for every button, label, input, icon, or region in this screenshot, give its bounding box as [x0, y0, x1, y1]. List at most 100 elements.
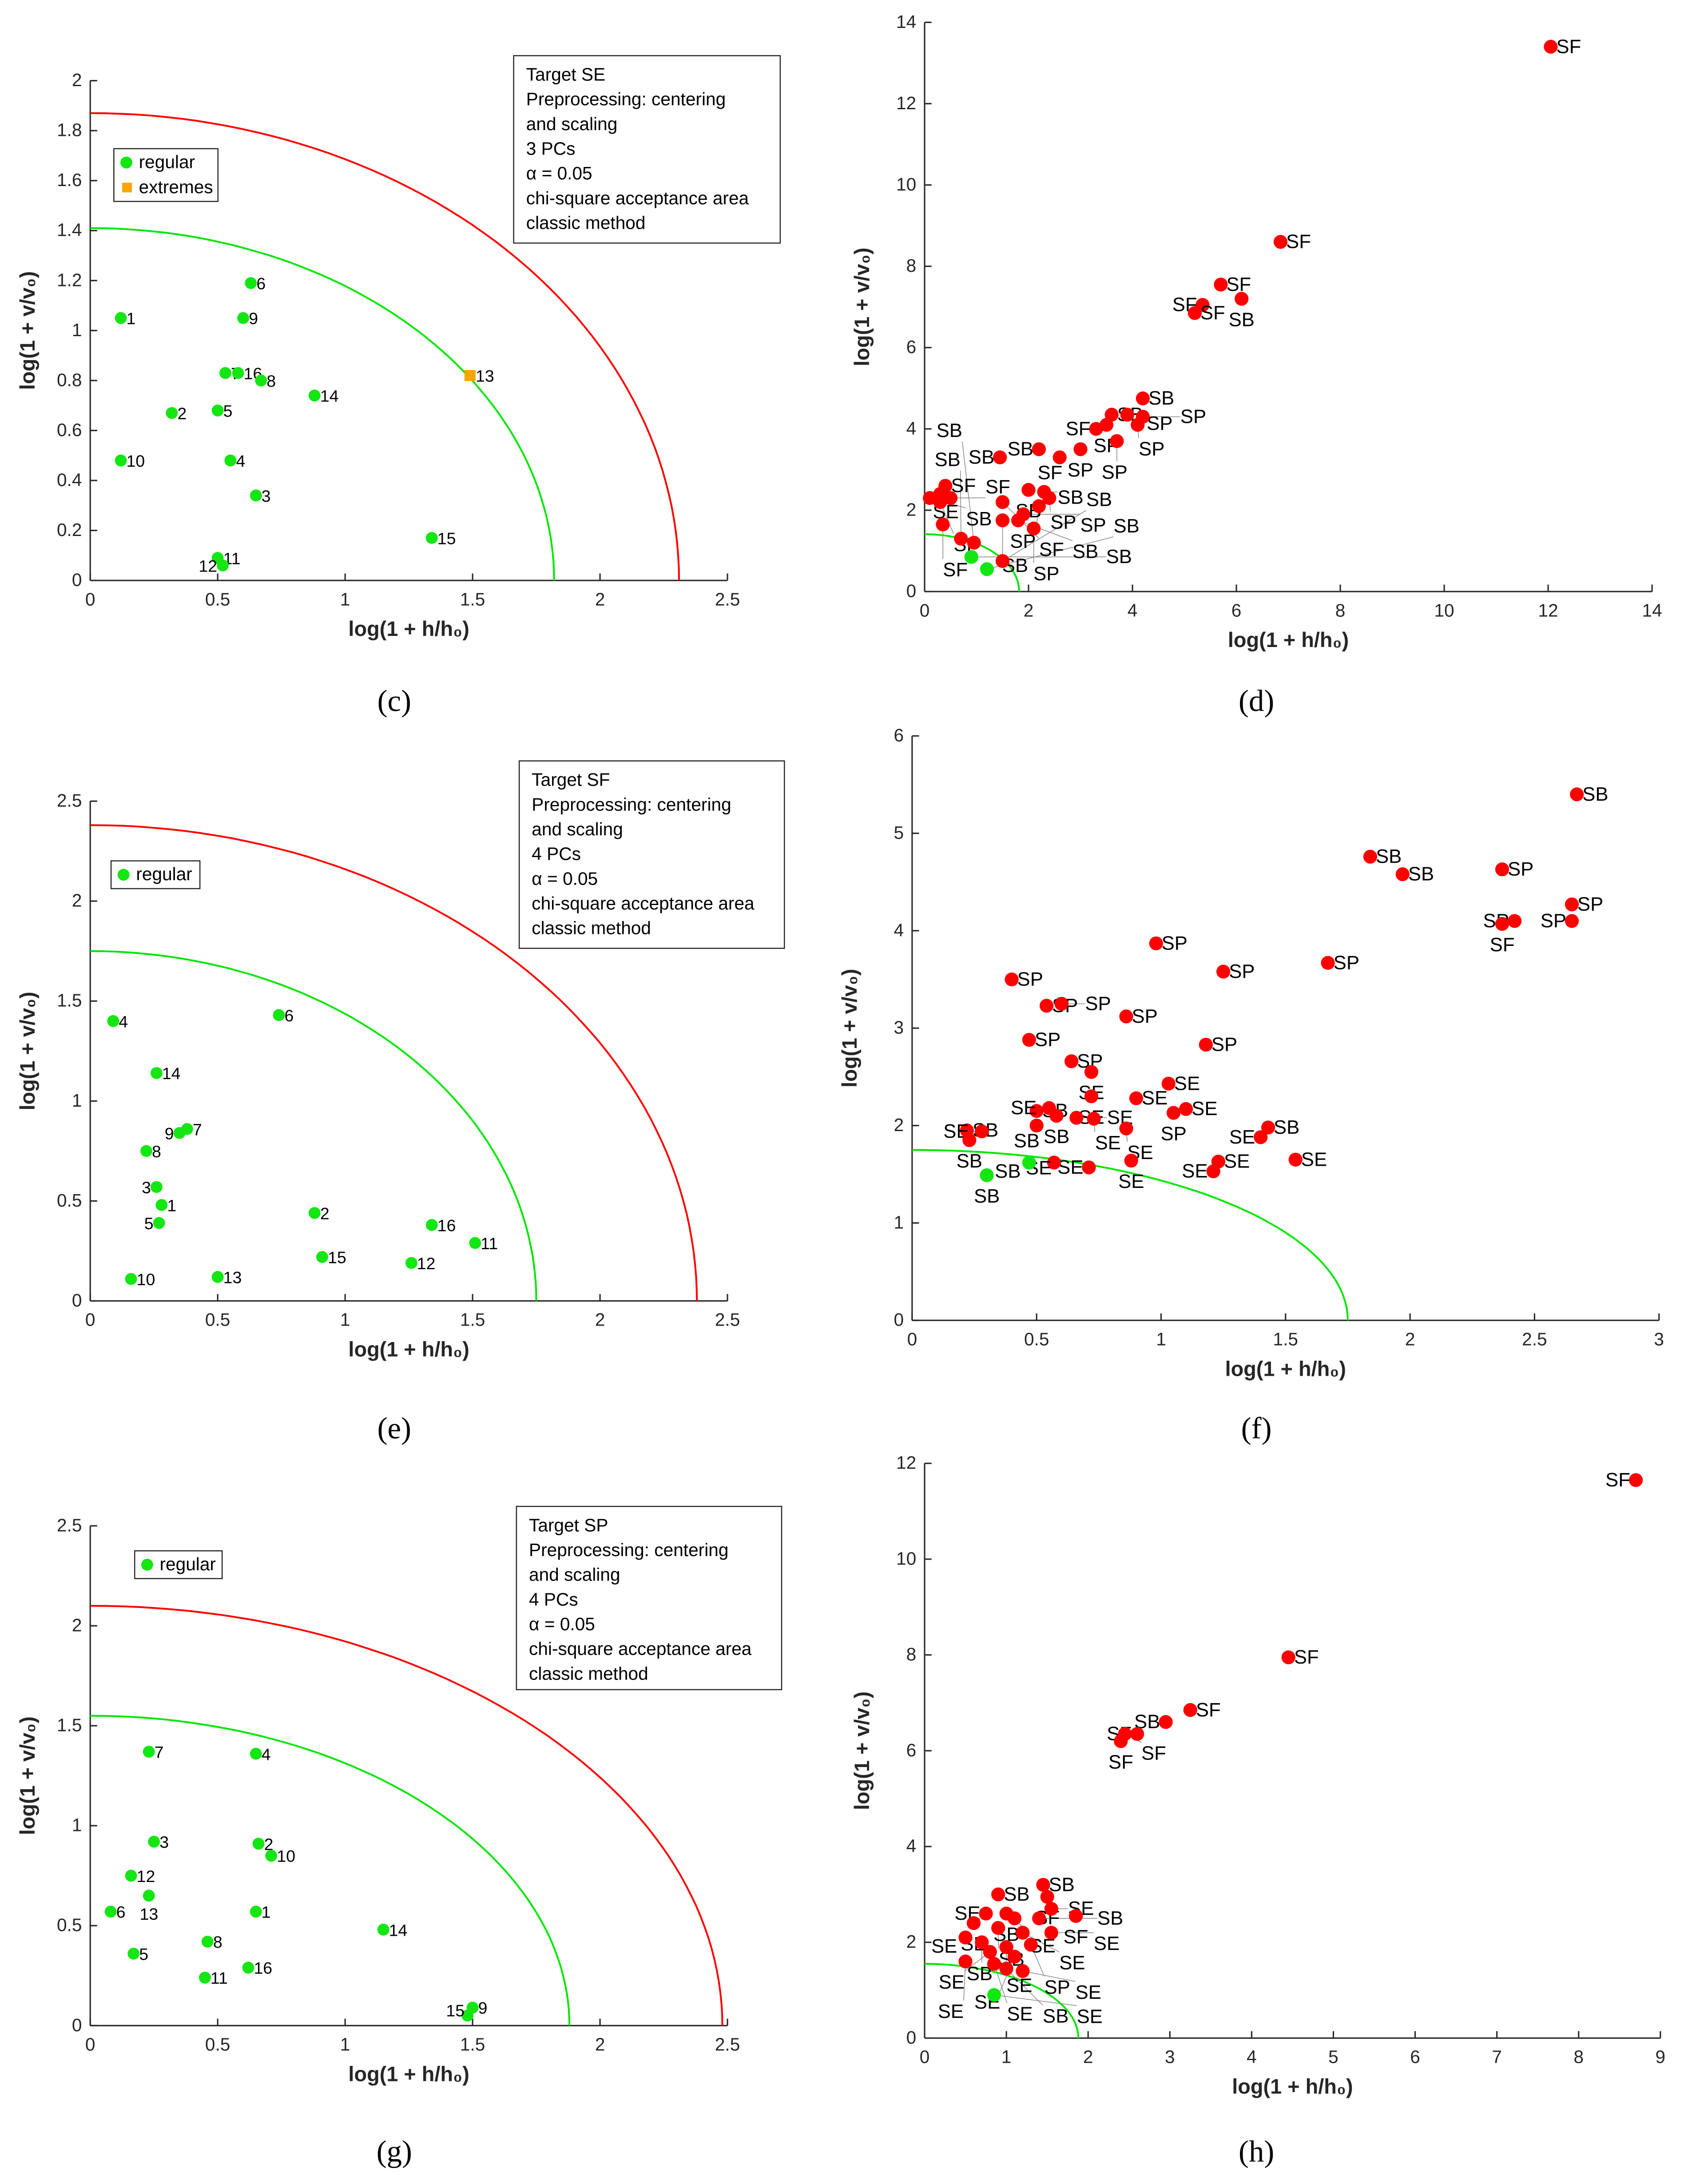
info-line: chi-square acceptance area [529, 1639, 752, 1659]
data-point-label: 5 [223, 401, 233, 420]
panel-c: 0 0.5 1 1.5 2 2.5 0 0.2 0.4 0.6 0.8 1 1.2 1.4 1.6 1.8 2 l… [16, 55, 781, 718]
data-point-outlier [1029, 1118, 1044, 1133]
data-point-outlier [999, 1940, 1013, 1954]
data-point-regular [143, 1746, 155, 1758]
data-point-regular [308, 389, 321, 402]
label-leader-line [1022, 1970, 1076, 1982]
y-tick-label: 4 [894, 920, 904, 940]
x-tick-label: 14 [1642, 600, 1662, 620]
data-point-outlier [1130, 1727, 1144, 1741]
data-point-regular [104, 1906, 117, 1918]
data-point-outlier [1110, 434, 1124, 448]
panel-e: 0 0.5 1 1.5 2 2.5 0 0.5 1 1.5 2 2.5 log(1 + h/h₀) log… [16, 760, 785, 1445]
data-point-regular [316, 1251, 328, 1263]
x-tick-label: 7 [1492, 2047, 1502, 2067]
data-point-label: SB [1057, 486, 1083, 508]
data-point-label: SE [1007, 2003, 1033, 2025]
panel-f: 0 0.5 1 1.5 2 2.5 3 0 1 2 3 4 5 6 log(1 + h/h₀) log(1 +… [838, 725, 1664, 1445]
y-axis-label: log(1 + v/v₀) [850, 248, 874, 366]
x-tick-label: 3 [1654, 1329, 1664, 1350]
data-point-label: 9 [249, 309, 258, 328]
data-point-label: SP [1160, 1123, 1186, 1144]
data-point-regular [140, 1145, 152, 1157]
legend-marker-regular [141, 1559, 153, 1571]
data-point-outlier [1119, 1121, 1133, 1136]
panel-caption: (e) [377, 1411, 411, 1445]
y-tick-label: 4 [906, 418, 917, 438]
data-point-label: 12 [199, 556, 217, 575]
data-point-outlier [1199, 1037, 1213, 1052]
info-line: classic method [529, 1663, 648, 1684]
label-leader-line [1006, 1968, 1043, 2005]
data-point-outlier [1120, 408, 1134, 422]
label-leader-line [1018, 520, 1073, 541]
y-tick-label: 6 [906, 1740, 917, 1760]
data-point-label: SP [1211, 1033, 1237, 1055]
data-point-outlier [1131, 418, 1145, 432]
info-line: 3 PCs [526, 139, 576, 159]
data-point-label: SP [1132, 1005, 1157, 1027]
data-point-outlier [1005, 972, 1019, 987]
data-point-label: SP [1508, 858, 1533, 880]
info-line: Preprocessing: centering [529, 1540, 728, 1560]
data-point-label: 1 [167, 1196, 176, 1215]
data-point-label: SP [1050, 511, 1076, 533]
data-point-label: SF [1226, 274, 1251, 295]
outer-limit-curve [90, 112, 680, 581]
data-point-regular [273, 1009, 285, 1021]
data-point-regular [125, 1273, 137, 1285]
x-tick-label: 1 [340, 2034, 350, 2055]
data-point-outlier [1565, 914, 1579, 928]
info-line: chi-square acceptance area [526, 188, 749, 208]
data-point-label: 15 [328, 1248, 346, 1267]
data-point-label: SB [1376, 846, 1402, 867]
data-point-outlier [1024, 1938, 1038, 1952]
data-point-regular [217, 559, 229, 572]
y-tick-label: 2 [906, 1931, 917, 1952]
data-point-outlier [1363, 850, 1378, 864]
data-point-outlier [1089, 422, 1103, 436]
data-point-regular [980, 1168, 994, 1183]
data-point-regular [219, 367, 231, 379]
info-line: classic method [532, 918, 651, 938]
data-point-regular [211, 1271, 224, 1283]
panel-caption: (f) [1241, 1411, 1272, 1445]
legend-marker-regular [117, 869, 130, 881]
acceptance-limit-curve [925, 533, 1020, 592]
data-point-label: SF [1066, 418, 1091, 440]
data-point-outlier [1087, 1112, 1101, 1126]
data-point-regular [115, 454, 127, 467]
data-point-label: SF [1108, 1751, 1133, 1773]
data-point-label: SF [1286, 231, 1311, 253]
data-point-outlier [933, 495, 947, 509]
x-tick-label: 9 [1656, 2047, 1666, 2067]
data-point-regular [211, 404, 224, 417]
legend-marker-regular [120, 156, 132, 169]
data-point-label: SP [1035, 1029, 1060, 1051]
y-tick-label: 0.5 [57, 1190, 82, 1211]
data-point-outlier [995, 513, 1010, 528]
x-tick-label: 2 [1405, 1329, 1415, 1350]
info-line: 4 PCs [529, 1589, 578, 1609]
data-point-regular [461, 2009, 474, 2022]
x-tick-label: 0 [85, 589, 95, 609]
data-point-outlier [1049, 1108, 1064, 1123]
data-point-label: SE [939, 1971, 965, 1993]
data-point-outlier [1179, 1102, 1193, 1116]
legend-marker-extreme [122, 183, 132, 193]
data-point-label: SF [1200, 302, 1225, 324]
y-tick-label: 1 [72, 1090, 82, 1111]
data-point-regular [237, 312, 250, 324]
data-point-regular [232, 367, 244, 379]
data-point-label: 12 [137, 1867, 155, 1886]
y-tick-label: 8 [906, 1644, 917, 1664]
y-tick-label: 3 [894, 1017, 904, 1038]
data-point-label: 5 [144, 1214, 154, 1233]
data-point-label: SB [995, 1160, 1021, 1182]
x-tick-label: 2 [1024, 600, 1034, 620]
x-tick-label: 0 [920, 2047, 930, 2067]
data-point-outlier [1206, 1164, 1220, 1179]
x-axis-label: log(1 + h/h₀) [1225, 1357, 1346, 1380]
y-tick-label: 6 [906, 337, 917, 357]
x-tick-label: 1 [340, 589, 350, 609]
